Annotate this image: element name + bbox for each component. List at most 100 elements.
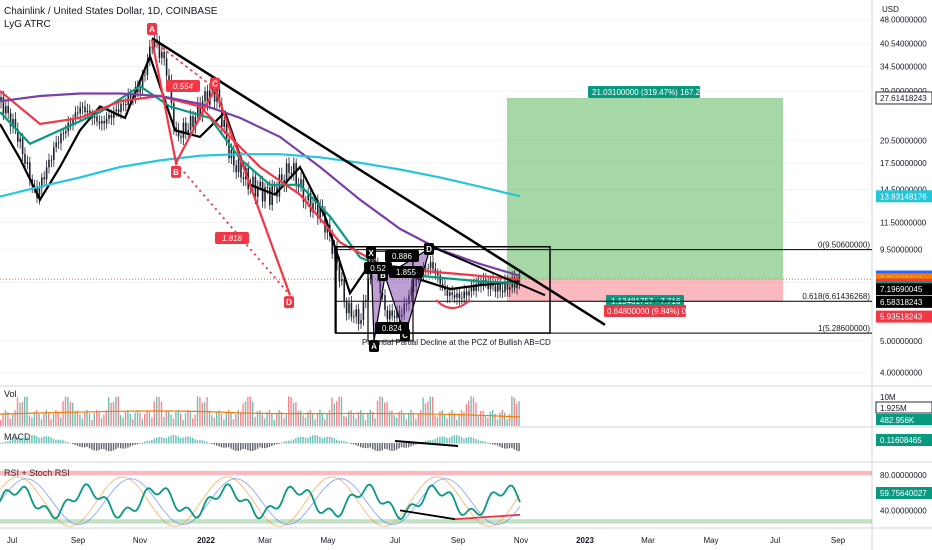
chart-title: Chainlink / United States Dollar, 1D, CO… [4,6,218,17]
volume-bar [302,415,304,426]
abcd-pattern-line [150,39,292,296]
volume-bar [220,413,223,426]
volume-bar [494,413,496,426]
macd-bar [235,443,237,451]
candle-body [446,289,449,296]
candle-body [53,147,55,161]
volume-bar [84,412,86,426]
candle-body [86,110,89,113]
macd-bar [516,443,518,451]
candle-body [281,174,283,180]
volume-bar [350,410,352,426]
svg-text:0.886: 0.886 [392,252,413,261]
macd-bar [271,443,273,446]
candle-body [235,165,237,173]
candle-body [259,181,261,187]
macd-bar [386,443,388,450]
macd-bar [74,443,76,445]
volume-bar [163,416,165,426]
volume-bar [50,419,52,426]
macd-bar [72,443,74,445]
rsi-axis-label: 80.00000000 [880,471,927,480]
macd-bar [88,443,91,449]
volume-bar [412,412,415,426]
candle-body [295,163,297,185]
macd-bar [432,440,434,444]
volume-bar [9,418,11,426]
candle-body [261,181,264,202]
candle-body [470,285,473,292]
macd-bar [465,437,467,444]
macd-bar [69,442,71,444]
volume-bar [480,410,482,426]
volume-bar [434,415,436,426]
time-tick-label: Sep [71,536,86,545]
macd-bar [242,443,244,449]
macd-bar [7,441,9,444]
candle-body [223,120,225,127]
fib-label-0.618: 0.618(6.61436268) [802,292,870,301]
macd-bar [446,437,448,444]
candle-body [497,282,499,292]
volume-bar [189,412,191,426]
volume-bar [314,419,316,426]
volume-bar [213,417,215,426]
macd-bar [345,441,347,444]
macd-bar [187,436,189,444]
volume-bar [124,411,127,426]
price-tick-label: 17.50000000 [880,159,927,168]
macd-bar [268,443,271,448]
candle-body [199,103,201,116]
svg-text:0.824: 0.824 [382,324,403,333]
macd-bar [472,437,475,444]
candle-body [350,302,353,317]
volume-bar [201,402,203,426]
rsi-divergence-line-2 [454,513,521,521]
volume-bar [444,414,446,426]
moving-average-5 [0,153,521,198]
candle-body [516,281,518,289]
candle-body [180,136,182,138]
candle-body [115,109,117,112]
candle-body [509,287,511,290]
candle-body [175,127,177,130]
volume-bar [0,420,2,426]
volume-bar [141,419,143,426]
volume-bar [429,396,431,426]
volume-bar [177,410,179,426]
volume-bar [396,417,398,426]
indicator-name: LyG ATRC [4,19,51,30]
macd-bar [367,443,369,448]
time-tick-label: Mar [641,536,655,545]
candle-body [396,310,398,318]
candle-body [96,116,98,122]
stoch-k-line [0,478,521,525]
volume-bar [360,410,362,426]
candle-body [441,283,444,286]
candle-body [453,294,456,298]
macd-bar [4,441,7,444]
macd-bar [225,443,227,448]
volume-bar [420,410,422,426]
candle-body [506,281,509,290]
macd-bar [439,436,441,444]
macd-bar [151,439,153,444]
macd-bar [175,435,177,444]
rsi-line [0,483,521,521]
candle-body [50,159,53,161]
volume-bar [477,416,479,426]
candle-body [456,293,458,298]
candle-body [317,200,319,218]
candle-body [14,119,17,130]
currency-label: USD [882,5,899,14]
candle-body [355,309,357,317]
volume-bar [240,411,242,426]
candle-body [72,119,74,124]
target-label-text: 21.03100000 (319.47%) 167.28 [592,88,705,97]
candle-body [300,179,302,188]
candle-body [0,96,2,102]
macd-bar [48,436,50,444]
candle-body [21,138,24,154]
volume-bar [441,410,443,426]
